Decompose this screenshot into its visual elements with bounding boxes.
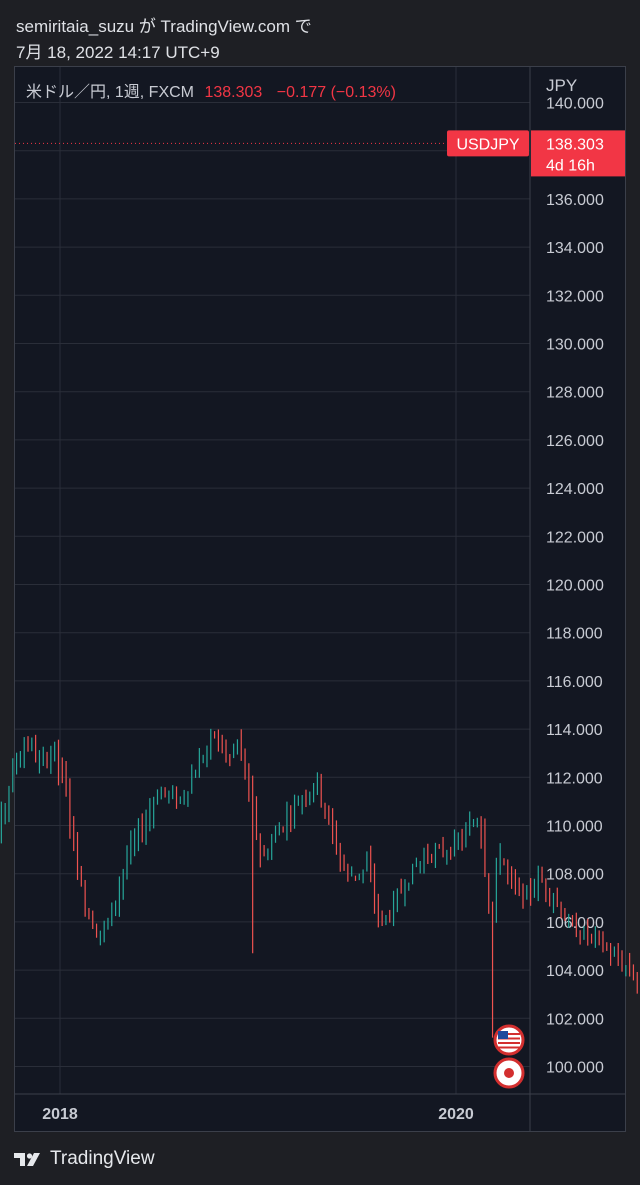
price-axis-tag-countdown: 4d 16h [546, 157, 595, 174]
ticker-tag-label: USDJPY [456, 136, 519, 153]
y-tick-label: 100.000 [546, 1060, 604, 1077]
us-flag-event-icon [493, 1024, 525, 1056]
price-change: −0.177 (−0.13%) [276, 84, 396, 101]
currency-unit: JPY [546, 76, 578, 95]
y-tick-label: 110.000 [546, 819, 603, 836]
last-price: 138.303 [204, 84, 263, 101]
price-axis-tag [531, 130, 625, 177]
y-tick-label: 106.000 [546, 915, 604, 932]
y-tick-label: 112.000 [546, 770, 603, 787]
y-tick-label: 134.000 [546, 240, 604, 257]
chart-timestamp: 7月 18, 2022 14:17 UTC+9 [16, 43, 220, 62]
y-tick-label: 114.000 [546, 722, 603, 739]
chart-panel[interactable] [14, 66, 626, 1132]
chart-author-line: semiritaia_suzu が TradingView.com で [16, 17, 312, 36]
y-tick-label: 122.000 [546, 529, 604, 546]
y-tick-label: 116.000 [546, 674, 603, 691]
y-tick-label: 102.000 [546, 1011, 604, 1028]
y-tick-label: 108.000 [546, 867, 604, 884]
tradingview-branding[interactable]: TradingView [14, 1148, 155, 1170]
chart-legend: 米ドル／円, 1週, FXCM 138.303 −0.177 (−0.13%) [26, 78, 396, 102]
jp-flag-event-icon [493, 1057, 525, 1089]
y-tick-label: 140.000 [546, 96, 604, 113]
y-tick-label: 130.000 [546, 337, 604, 354]
y-tick-label: 132.000 [546, 288, 604, 305]
y-tick-label: 126.000 [546, 433, 604, 450]
y-tick-label: 136.000 [546, 192, 604, 209]
y-tick-label: 128.000 [546, 385, 604, 402]
brand-name: TradingView [50, 1148, 155, 1169]
x-tick-label: 2018 [42, 1106, 78, 1123]
tradingview-logo-icon [14, 1153, 40, 1166]
y-tick-label: 118.000 [546, 626, 603, 643]
symbol-description: 米ドル／円, 1週, FXCM [26, 84, 195, 101]
price-axis-tag-price: 138.303 [546, 136, 604, 153]
y-tick-label: 124.000 [546, 481, 604, 498]
ticker-tag [447, 130, 529, 157]
x-tick-label: 2020 [438, 1106, 474, 1123]
y-tick-label: 120.000 [546, 578, 604, 595]
y-tick-label: 104.000 [546, 963, 604, 980]
